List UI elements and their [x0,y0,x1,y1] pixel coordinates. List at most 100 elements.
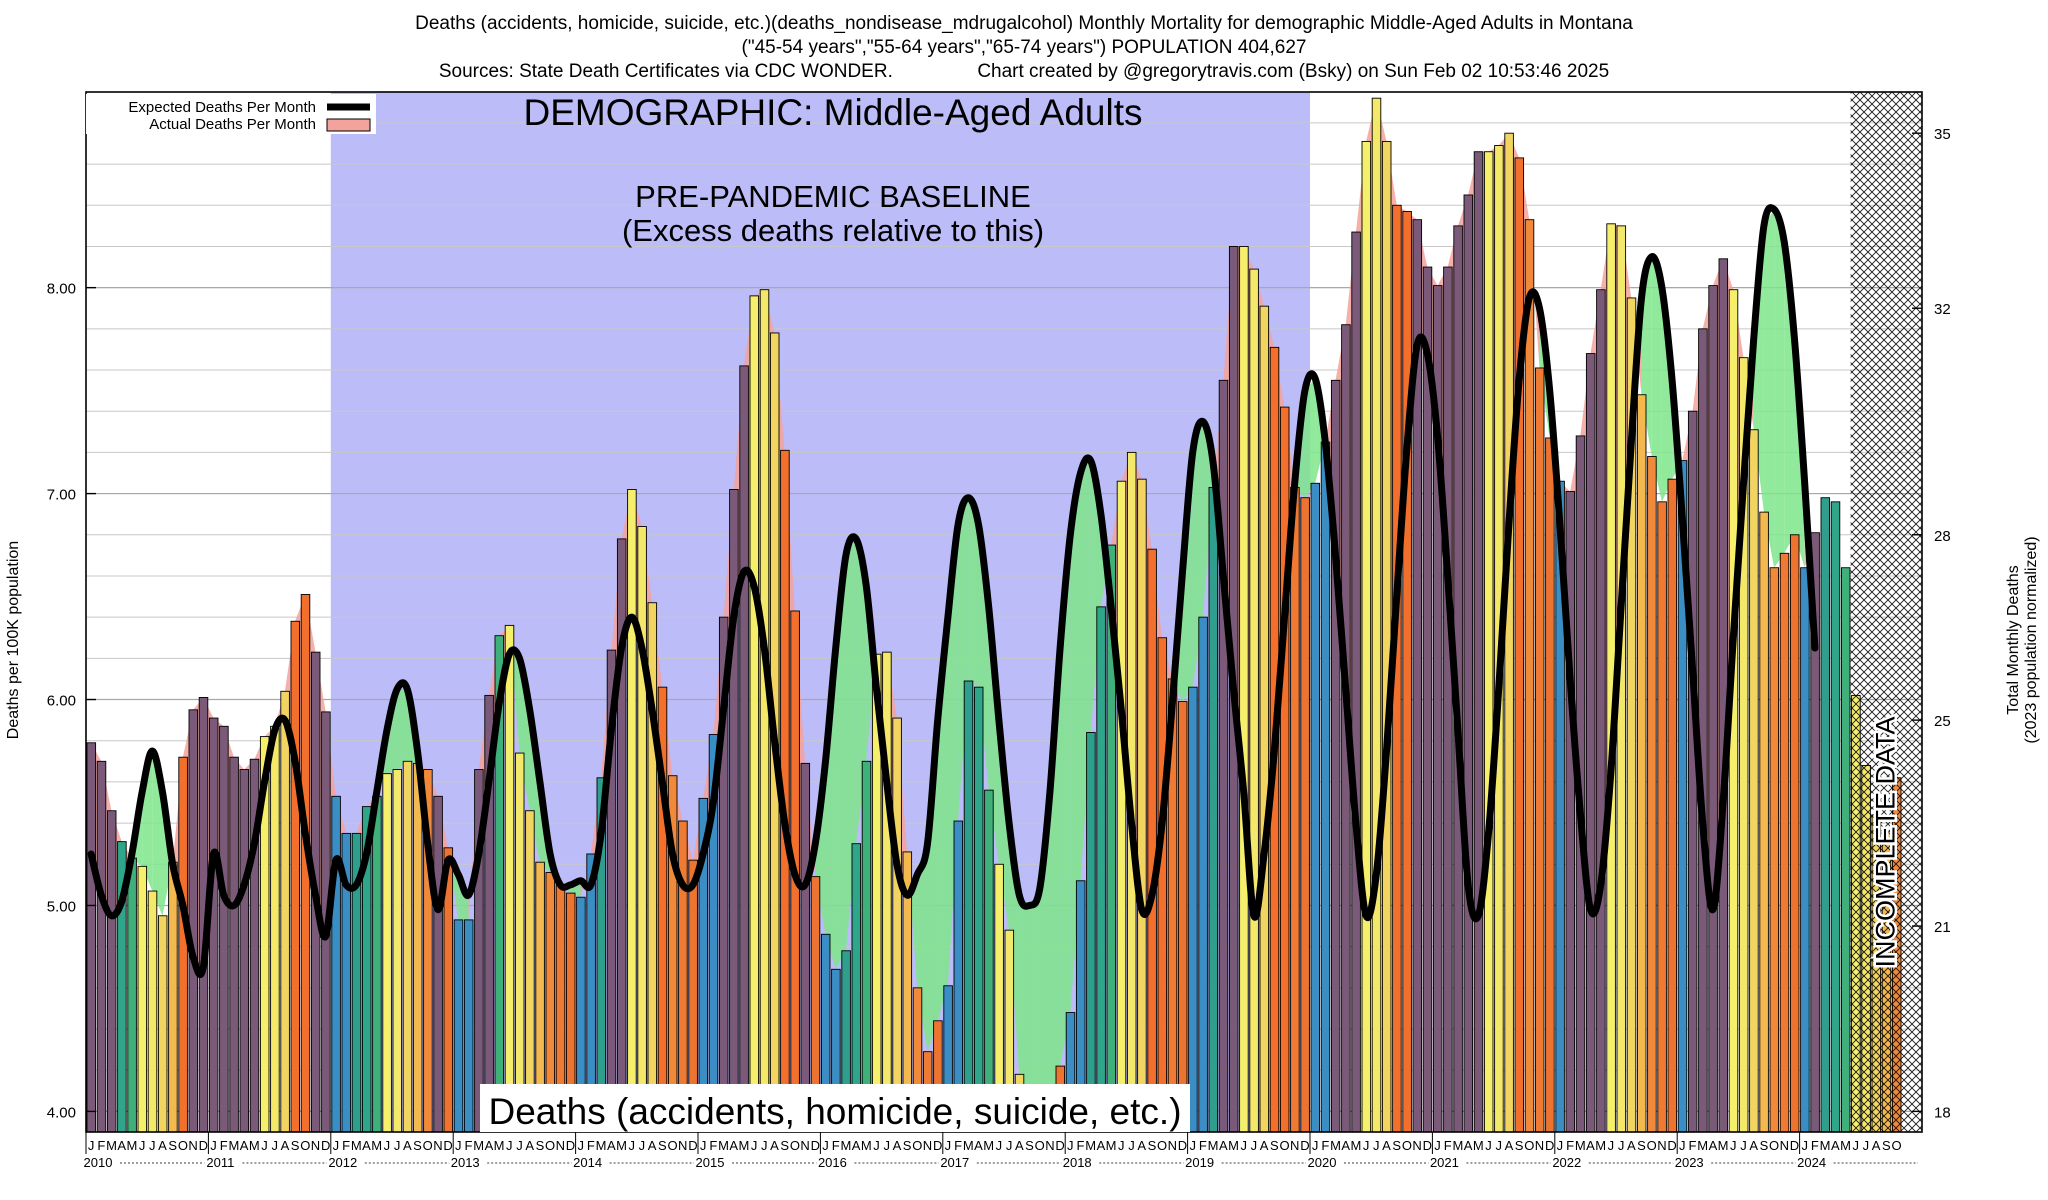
deficit-fill [825,648,836,970]
deficit-fill [519,658,530,811]
x-month-label: M [738,1138,749,1153]
x-month-label: J [873,1138,880,1153]
x-month-label: A [1382,1138,1391,1153]
x-month-label: O [1402,1138,1412,1153]
y-tick-label: 6.00 [47,693,76,710]
x-month-label: N [1045,1138,1054,1153]
bar-actual-deaths [331,795,341,1133]
bar-actual-deaths [1647,456,1657,1133]
bar-actual-deaths [1789,534,1800,1133]
x-month-label: J [1251,1138,1258,1153]
deficit-fill [448,847,459,920]
bar-actual-deaths [1820,497,1831,1133]
y2-axis-label-line-1: Total Monthly Deaths [2005,565,2022,714]
x-month-label: J [883,1138,890,1153]
x-month-label: N [311,1138,320,1153]
x-month-label: N [433,1138,442,1153]
x-month-label: M [371,1138,382,1153]
bar-actual-deaths [1300,497,1310,1133]
x-month-label: J [1740,1138,1747,1153]
x-month-label: J [1557,1138,1564,1153]
bar-actual-deaths [96,760,107,1133]
bar-actual-deaths [1514,157,1525,1133]
x-year-label: 2019 [1185,1155,1214,1170]
bar-actual-deaths [627,489,637,1133]
x-month-label: J [945,1138,952,1153]
x-month-label: J [139,1138,146,1153]
x-month-label: N [188,1138,197,1153]
chart-title-line-1: Deaths (accidents, homicide, suicide, et… [415,13,1633,34]
bar-actual-deaths [1259,305,1270,1133]
bar-actual-deaths [412,762,423,1133]
bar-actual-deaths [1157,637,1168,1133]
x-month-label: N [1535,1138,1544,1153]
deficit-fill [835,555,846,970]
demographic-label: DEMOGRAPHIC: Middle-Aged Adults [524,92,1143,133]
x-month-label: J [506,1138,513,1153]
x-month-label: J [1495,1138,1502,1153]
bar-actual-deaths [1361,140,1372,1133]
bar-actual-deaths [1596,289,1606,1133]
y2-axis-label-line-2: (2023 population normalized) [2023,536,2040,743]
bar-actual-deaths [270,725,280,1133]
deficit-fill [947,524,959,986]
x-month-label: M [1350,1138,1361,1153]
x-month-label: F [1566,1138,1574,1153]
bar-actual-deaths [1249,268,1259,1133]
x-month-label: J [1189,1138,1196,1153]
x-month-label: O [1157,1138,1167,1153]
deficit-fill [1090,460,1101,733]
x-month-label: J [996,1138,1003,1153]
x-month-label: A [1464,1138,1473,1153]
bar-actual-deaths [1800,567,1810,1133]
deficit-fill [509,625,520,754]
bar-actual-deaths [1718,258,1729,1133]
x-month-label: F [954,1138,962,1153]
x-month-label: J [271,1138,278,1153]
bar-actual-deaths [1504,132,1514,1133]
x-month-label: J [1863,1138,1870,1153]
deficit-fill [1661,287,1673,502]
bar-actual-deaths [1371,97,1382,1133]
x-month-label: O [790,1138,800,1153]
x-month-label: N [1290,1138,1299,1153]
x-month-label: S [1025,1138,1034,1153]
bar-actual-deaths [127,857,137,1133]
x-month-label: A [1872,1138,1881,1153]
x-month-label: O [178,1138,188,1153]
bar-actual-deaths [239,769,250,1133]
deficit-fill [1763,209,1775,568]
bar-actual-deaths [1545,437,1555,1133]
x-month-label: F [709,1138,717,1153]
bar-actual-deaths [1239,246,1249,1133]
x-month-label: A [893,1138,902,1153]
x-month-label: M [1595,1138,1606,1153]
bar-actual-deaths [229,756,239,1133]
x-month-label: J [577,1138,584,1153]
bar-actual-deaths [1840,567,1851,1133]
x-month-label: D [688,1138,697,1153]
x-month-label: D [933,1138,942,1153]
x-month-label: O [1891,1138,1901,1153]
bar-actual-deaths [147,890,158,1133]
x-month-label: J [639,1138,646,1153]
x-month-label: J [1852,1138,1859,1153]
x-month-label: M [1085,1138,1096,1153]
x-month-label: F [1199,1138,1207,1153]
x-month-label: M [840,1138,851,1153]
bar-actual-deaths [1749,429,1759,1133]
x-month-label: J [1801,1138,1808,1153]
bar-actual-deaths [637,526,647,1133]
bar-actual-deaths [1310,482,1321,1133]
bar-actual-deaths [1443,266,1453,1133]
x-month-label: A [607,1138,616,1153]
bar-actual-deaths [433,795,443,1133]
y-tick-label: 4.00 [47,1104,76,1121]
x-month-label: F [1811,1138,1819,1153]
bar-actual-deaths [1473,151,1484,1133]
x-month-label: F [1321,1138,1329,1153]
x-month-label: A [1627,1138,1636,1153]
x-month-label: J [1373,1138,1380,1153]
x-month-label: O [667,1138,677,1153]
